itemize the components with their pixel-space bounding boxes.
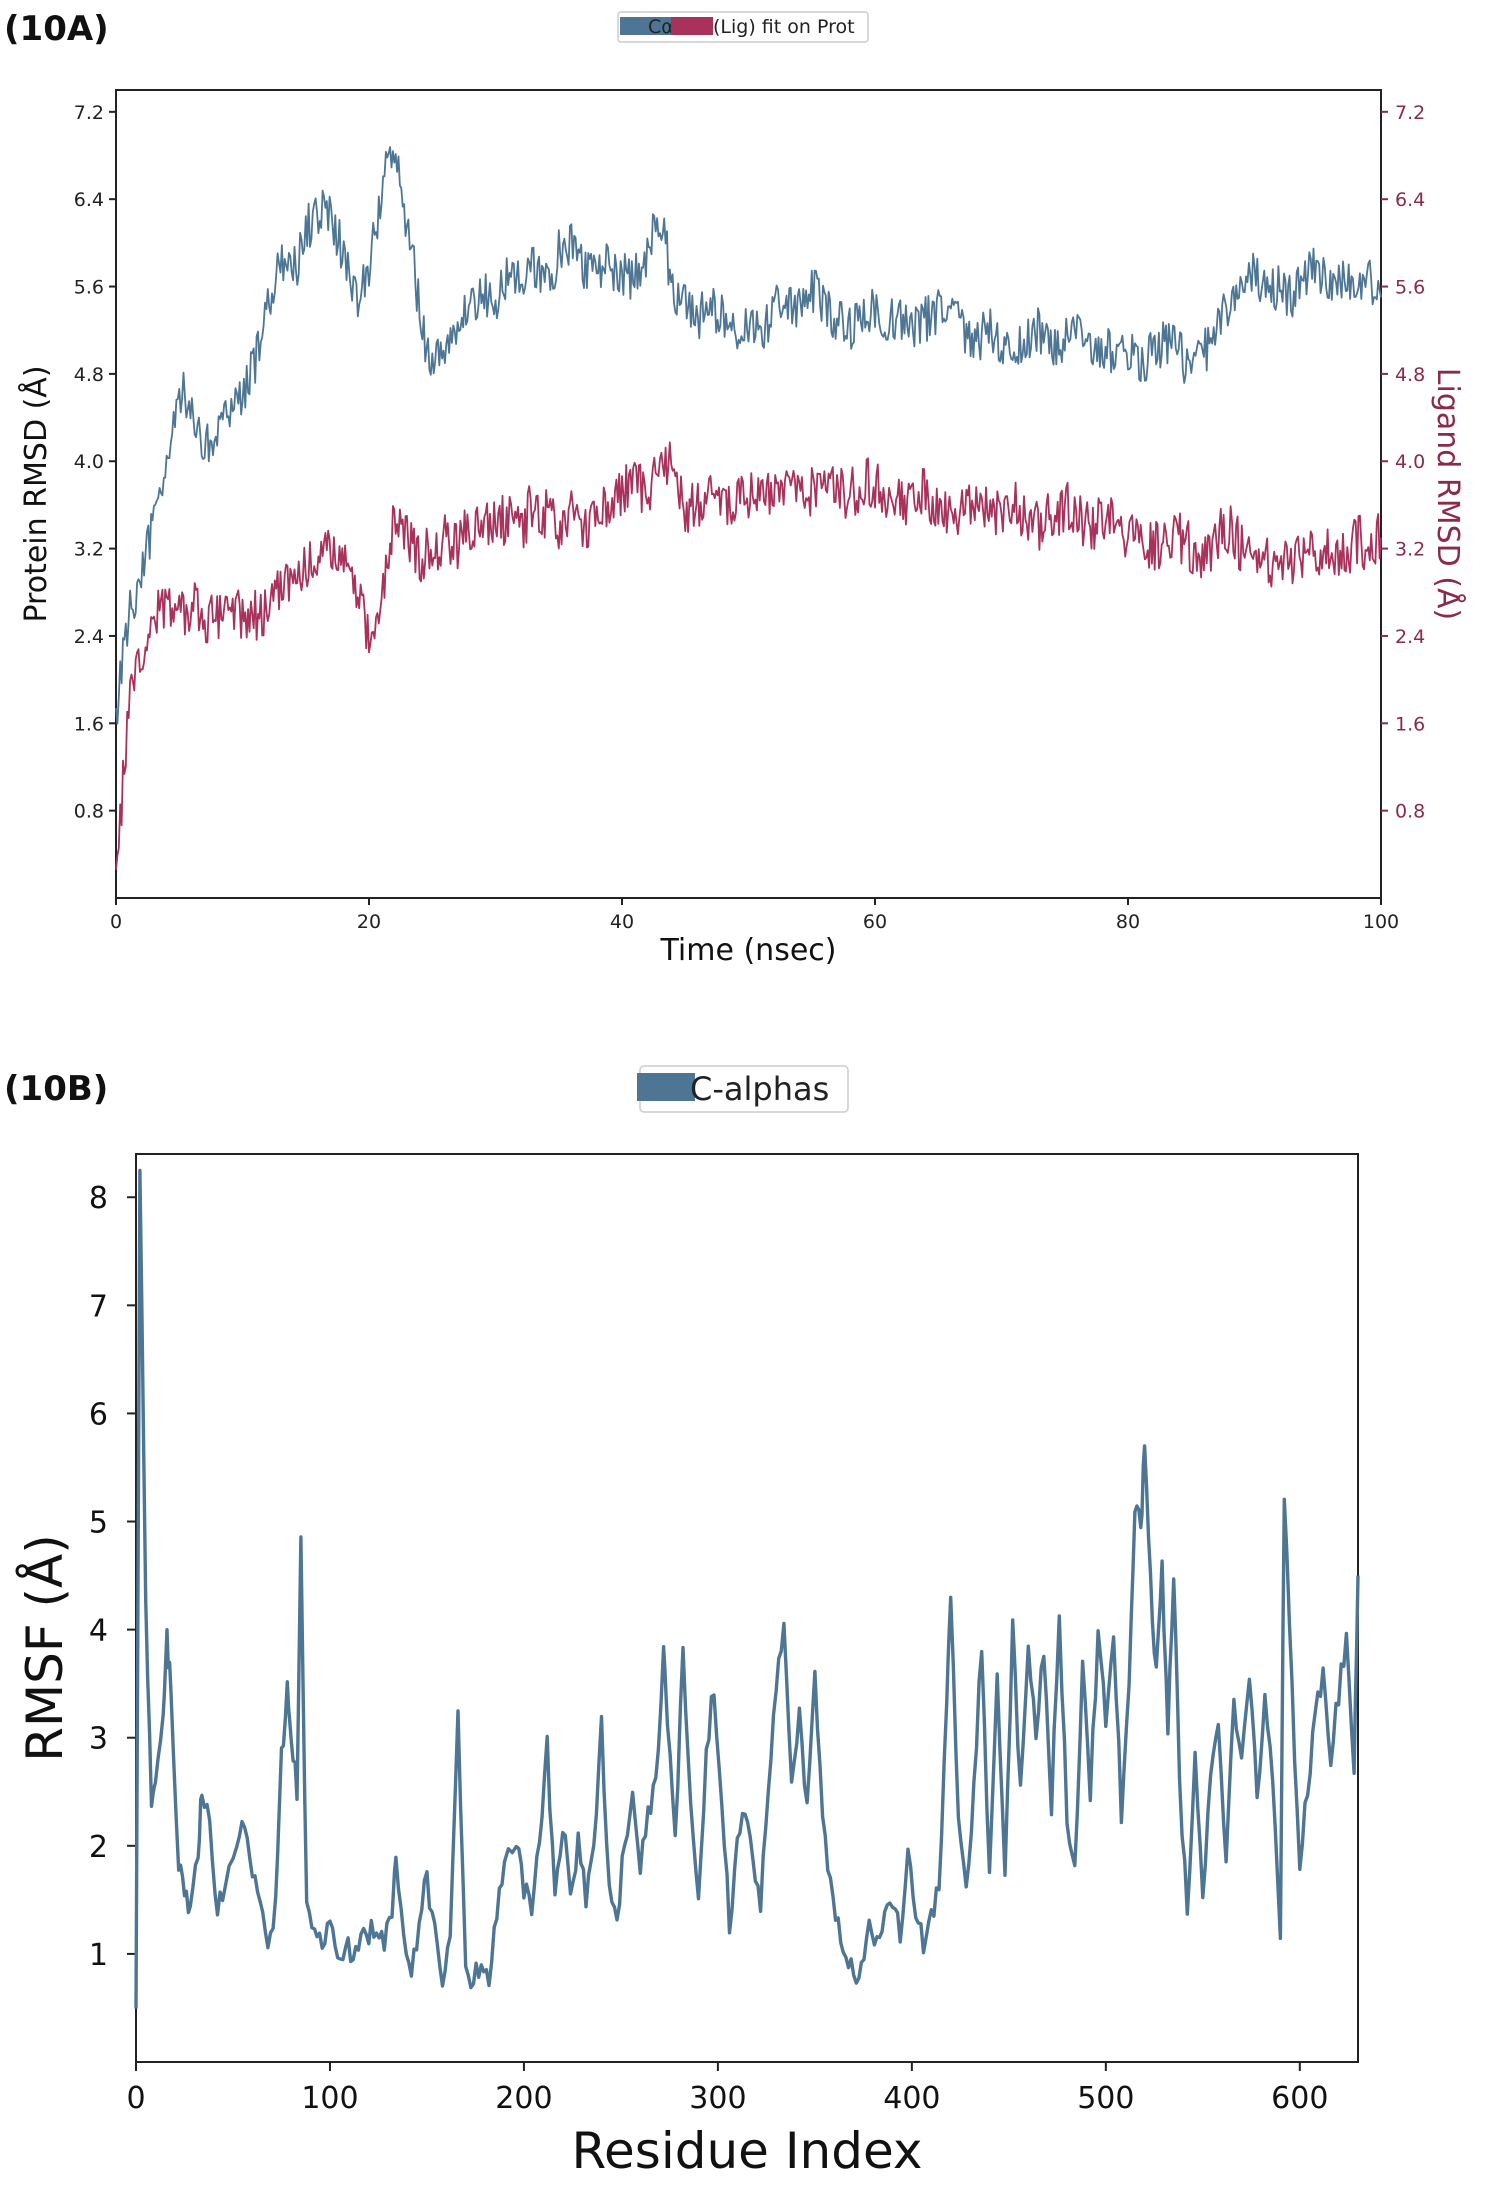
y-tick-label-left: 4.0 [74,451,104,473]
y-tick-label-left: 7.2 [74,102,104,124]
y-tick-label-left: 3.2 [74,539,104,561]
y-axis-title-right: Ligand RMSD (Å) [1430,368,1466,620]
y-tick-label-left: 5.6 [74,277,104,299]
x-tick-label: 100 [301,2081,358,2116]
y-tick-label-right: 7.2 [1395,102,1425,124]
y-tick-label-left: 2.4 [74,626,104,648]
y-tick-label: 1 [89,1938,108,1973]
y-tick-label-right: 0.8 [1395,801,1425,823]
rmsd-chart: 0 20 40 60 80 100 0.8 0.8 1.6 1.6 2.4 2.4 3.2 3.2 4.0 4… [18,11,1466,968]
y-tick-label-left: 4.8 [74,364,104,386]
y-tick-label: 3 [89,1722,108,1757]
y-tick-label: 5 [89,1506,108,1541]
y-axis-title: RMSF (Å) [16,1534,74,1762]
series-line-ligand [115,441,1382,870]
y-tick-label-right: 4.0 [1395,451,1425,473]
y-tick-label-right: 5.6 [1395,277,1425,299]
x-tick-label: 40 [610,911,634,933]
legend: Cα (Lig) fit on Prot [617,11,869,43]
x-tick-label: 400 [883,2081,940,2116]
legend-label-calphas: C-alphas [690,1070,829,1108]
series-line-calphas [134,1168,1360,2009]
y-tick-label-right: 2.4 [1395,626,1425,648]
y-tick-label-left: 0.8 [74,801,104,823]
x-tick-label: 200 [495,2081,552,2116]
plot-frame [115,89,1382,899]
x-tick-label: 100 [1363,911,1399,933]
panel-a-label: (10A) [4,9,109,49]
y-tick-label: 6 [89,1397,108,1432]
legend-swatch-calphas [637,1073,695,1101]
x-tick-label: 500 [1077,2081,1134,2116]
y-tick-label-left: 1.6 [74,713,104,735]
x-axis-title: Residue Index [572,2122,923,2180]
x-axis-title: Time (nsec) [660,933,837,968]
y-axis-title-left: Protein RMSD (Å) [18,365,54,622]
y-tick-label-right: 3.2 [1395,539,1425,561]
y-tick-label-left: 6.4 [74,189,104,211]
series-line-calpha [115,146,1382,725]
y-tick-label: 4 [89,1614,108,1649]
x-tick-label: 0 [110,911,122,933]
x-tick-label: 0 [126,2081,145,2116]
y-tick-label-right: 4.8 [1395,364,1425,386]
y-tick-label: 7 [89,1289,108,1324]
y-tick-label: 2 [89,1830,108,1865]
legend-swatch-calpha [620,17,676,35]
x-tick-label: 600 [1271,2081,1328,2116]
panel-b-label: (10B) [4,1069,108,1109]
legend-swatch-ligand [671,17,713,35]
legend: C-alphas [637,1065,849,1113]
x-tick-label: 80 [1116,911,1140,933]
y-tick-label: 8 [89,1181,108,1216]
legend-label-ligand: (Lig) fit on Prot [713,16,855,38]
rmsf-chart: 0 100 200 300 400 500 600 1 2 3 4 5 6 7 8 Residue Index… [16,1065,1360,2180]
legend-label-calpha: Cα [648,16,674,38]
y-tick-label-right: 1.6 [1395,713,1425,735]
x-tick-label: 20 [357,911,381,933]
x-tick-label: 60 [863,911,887,933]
x-tick-label: 300 [689,2081,746,2116]
y-tick-label-right: 6.4 [1395,189,1425,211]
